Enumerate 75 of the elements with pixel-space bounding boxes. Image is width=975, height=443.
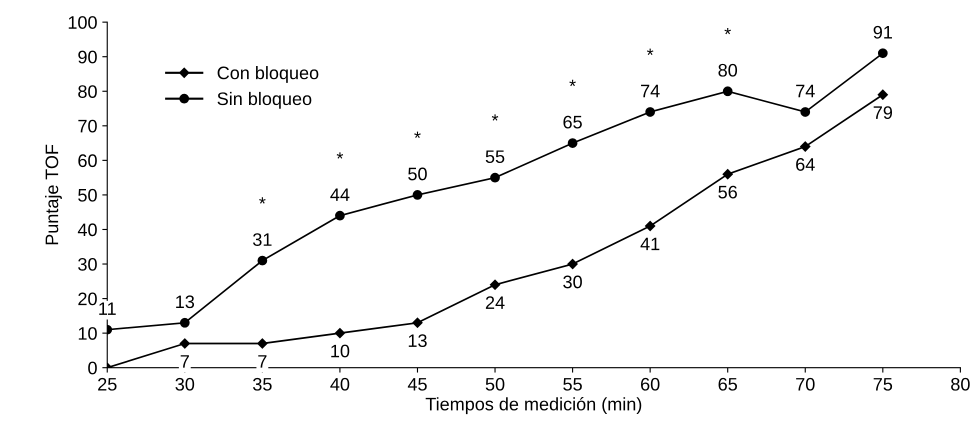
data-label: 80	[718, 64, 738, 77]
annotation: *	[259, 197, 266, 204]
data-label: 64	[796, 158, 815, 171]
point	[568, 138, 578, 148]
data-label: 65	[563, 116, 582, 128]
point	[412, 190, 422, 200]
data-label: 31	[253, 233, 272, 246]
data-label: 24	[486, 296, 505, 309]
x-tick-label: 60	[641, 378, 660, 391]
legend-label: Con bloqueo	[218, 66, 318, 83]
legend-label: Sin bloqueo	[218, 92, 312, 109]
x-axis-title: Tiempos de medición (min)	[426, 397, 642, 414]
y-tick-label: 90	[78, 50, 97, 64]
x-tick-label: 40	[330, 378, 350, 391]
y-tick-label: 50	[78, 188, 97, 202]
data-label: 13	[408, 334, 427, 348]
y-tick-label: 60	[78, 154, 97, 168]
y-tick-label: 70	[78, 120, 97, 133]
x-tick-label: 55	[563, 378, 582, 391]
data-label: 50	[408, 168, 427, 180]
point	[180, 338, 190, 349]
y-tick-label: 40	[78, 223, 97, 236]
x-tick-label: 70	[796, 378, 815, 391]
data-label: 91	[874, 26, 892, 39]
data-label: 74	[796, 84, 815, 98]
data-label: 7	[180, 355, 189, 368]
annotation: *	[569, 80, 576, 86]
point	[878, 90, 888, 100]
point	[645, 107, 656, 117]
x-tick-label: 50	[486, 378, 504, 391]
annotation: *	[724, 28, 731, 34]
point	[567, 258, 578, 270]
x-tick-label: 35	[253, 378, 272, 391]
x-tick-label: 65	[718, 378, 737, 391]
point	[490, 280, 500, 290]
y-tick-label: 10	[78, 327, 97, 340]
y-tick-label: 20	[78, 292, 97, 306]
data-label: 7	[258, 355, 266, 368]
annotation: *	[414, 132, 421, 138]
point	[258, 256, 268, 266]
point	[334, 328, 346, 338]
x-tick-label: 30	[175, 378, 194, 391]
annotation: *	[336, 152, 344, 159]
data-label: 41	[640, 238, 660, 250]
annotation: *	[646, 48, 654, 56]
point	[800, 107, 810, 117]
data-label: 79	[874, 106, 892, 120]
data-label: 44	[330, 188, 350, 201]
data-label: 30	[563, 276, 582, 288]
point	[180, 318, 190, 328]
y-tick-label: 80	[78, 85, 97, 98]
point	[335, 210, 345, 221]
point	[722, 169, 733, 180]
point	[412, 318, 423, 328]
point	[800, 141, 810, 152]
x-tick-label: 75	[874, 378, 892, 391]
data-label: 55	[486, 150, 504, 164]
point	[645, 220, 656, 232]
point	[722, 86, 733, 96]
annotation: *	[492, 114, 498, 121]
y-tick-label: 0	[88, 362, 97, 374]
point	[878, 48, 888, 58]
x-tick-label: 45	[408, 378, 427, 391]
x-tick-label: 80	[951, 378, 970, 391]
y-axis-title: Puntaje TOF	[45, 144, 62, 244]
data-label: 13	[176, 295, 194, 308]
data-label: 56	[718, 186, 737, 198]
point	[490, 172, 500, 183]
y-tick-label: 30	[78, 258, 97, 271]
data-label: 11	[99, 302, 116, 315]
y-tick-label: 100	[68, 16, 97, 29]
data-label: 10	[331, 344, 350, 358]
x-tick-label: 25	[98, 378, 117, 391]
data-label: 74	[641, 84, 660, 98]
point	[257, 338, 268, 349]
